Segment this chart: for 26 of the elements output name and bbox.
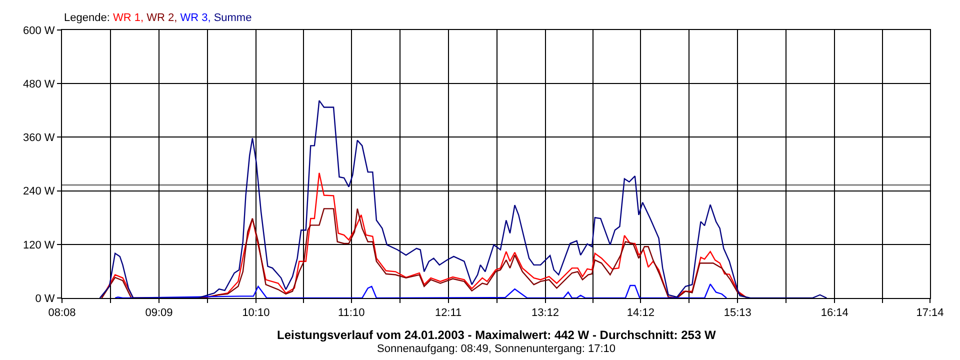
- text: WR 2,: [146, 12, 178, 24]
- x-tick-label: 09:09: [145, 307, 173, 320]
- x-tick-label: 17:14: [916, 307, 944, 320]
- x-tick-label: 14:12: [626, 307, 654, 320]
- line-series: [114, 284, 728, 298]
- y-tick-label: 0 W: [35, 292, 56, 305]
- y-tick-label: 120 W: [23, 239, 56, 252]
- legend-title: Legende:: [64, 12, 110, 24]
- y-tick-label: 360 W: [23, 132, 56, 144]
- y-tick-label: 480 W: [23, 78, 56, 90]
- x-tick-label: 13:12: [532, 307, 560, 320]
- line-series: [99, 100, 828, 298]
- text: Leistungsverlauf vom 24.01.2003 - Maximalwert: 442 W - Durchschnitt: 253 W: [277, 328, 716, 342]
- x-tick-label: 15:13: [724, 307, 752, 320]
- text: Summe: [214, 12, 252, 24]
- x-tick-label: 10:10: [242, 307, 270, 320]
- text: WR 1,: [112, 12, 144, 24]
- x-tick-label: 08:08: [48, 307, 76, 320]
- text: WR 3,: [180, 12, 211, 24]
- x-tick-label: 12:11: [434, 307, 462, 320]
- line-series: [101, 208, 748, 298]
- x-tick-label: 11:10: [338, 307, 365, 320]
- y-tick-label: 240 W: [23, 186, 56, 198]
- text: Sonnenaufgang: 08:49, Sonnenuntergang: 17:10: [377, 343, 616, 355]
- x-tick-label: 16:14: [820, 307, 848, 320]
- y-tick-label: 600 W: [23, 24, 56, 37]
